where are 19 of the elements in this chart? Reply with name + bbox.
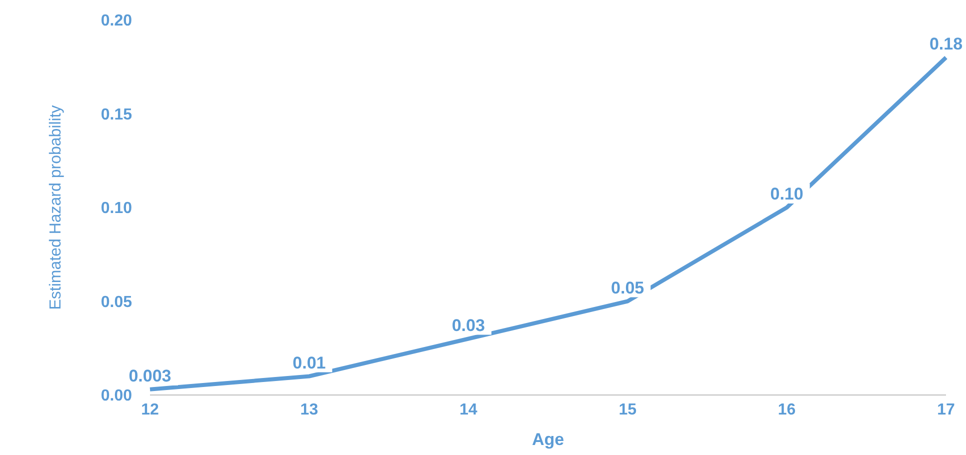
- data-label: 0.03: [452, 316, 485, 335]
- x-tick-label: 16: [778, 401, 796, 418]
- data-label: 0.01: [292, 353, 326, 372]
- y-tick-label: 0.00: [100, 388, 132, 405]
- y-axis-title: Estimated Hazard probability: [48, 105, 65, 310]
- y-tick-label: 0.15: [100, 106, 132, 124]
- data-label: 0.18: [929, 34, 963, 54]
- data-label: 0.10: [770, 184, 804, 204]
- data-label: 0.003: [128, 366, 172, 386]
- y-tick-label: 0.20: [100, 12, 132, 30]
- x-tick-label: 17: [937, 401, 955, 418]
- x-tick-label: 14: [460, 401, 478, 418]
- x-axis-title: Age: [532, 430, 564, 449]
- y-tick-label: 0.10: [100, 200, 132, 218]
- x-tick-label: 13: [300, 401, 318, 418]
- x-tick-label: 15: [618, 401, 637, 418]
- data-label: 0.05: [611, 278, 644, 298]
- y-tick-label: 0.05: [100, 294, 132, 311]
- x-tick-label: 12: [141, 401, 159, 418]
